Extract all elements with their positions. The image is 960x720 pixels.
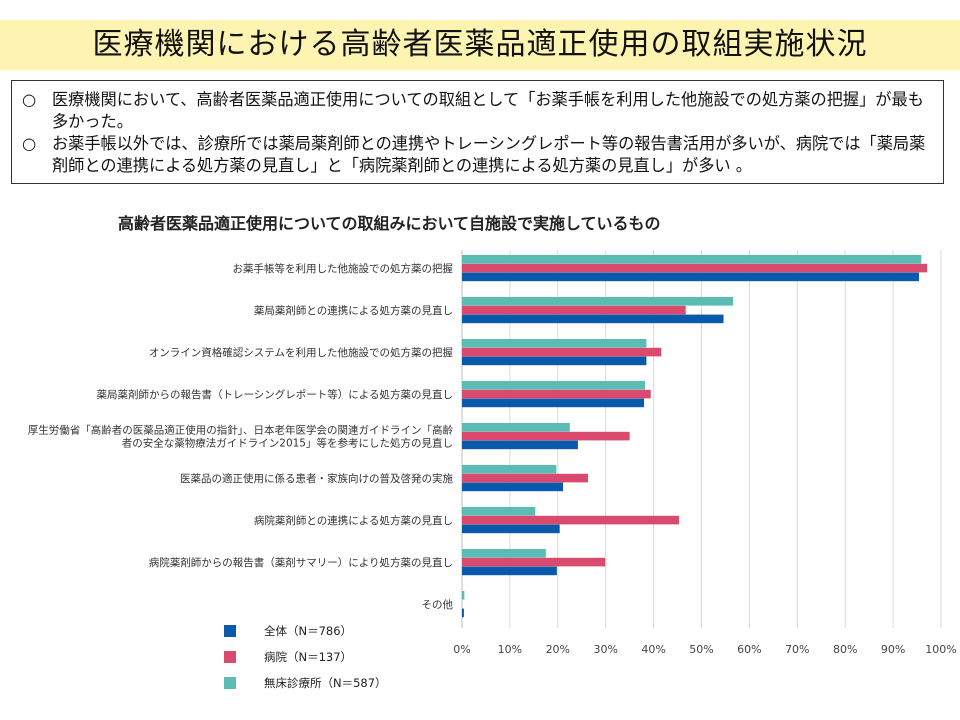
- bar: [462, 339, 647, 348]
- legend-swatch: [224, 677, 236, 689]
- category-label: 厚生労働省「高齢者の医薬品適正使用の指針」、日本老年医学会の関連ガイドライン「高…: [28, 423, 454, 436]
- bar: [462, 255, 922, 264]
- bar: [462, 608, 464, 618]
- bar: [462, 314, 724, 324]
- summary-item: ○ 医療機関において、高齢者医薬品適正使用についての取組として「お薬手帳を利用し…: [22, 89, 933, 133]
- bar: [462, 524, 560, 534]
- x-tick-label: 50%: [689, 643, 713, 656]
- bar: [462, 566, 557, 576]
- summary-text: お薬手帳以外では、診療所では薬局薬剤師との連携やトレーシングレポート等の報告書活…: [52, 134, 926, 175]
- title-band: [0, 20, 960, 70]
- x-tick-label: 60%: [737, 643, 761, 656]
- bar: [462, 356, 647, 366]
- x-tick-label: 80%: [833, 643, 857, 656]
- bar: [462, 381, 645, 390]
- x-tick-label: 0%: [453, 643, 470, 656]
- summary-item: ○ お薬手帳以外では、診療所では薬局薬剤師との連携やトレーシングレポート等の報告…: [22, 133, 933, 177]
- bar: [462, 297, 734, 306]
- category-label: 者の安全な薬物療法ガイドライン2015」等を参考にした処方の見直し: [122, 436, 453, 449]
- bar: [462, 389, 651, 399]
- bar: [462, 591, 465, 600]
- x-tick-label: 20%: [546, 643, 570, 656]
- legend-swatch: [224, 625, 236, 637]
- category-label: お薬手帳等を利用した他施設での処方薬の把握: [233, 262, 454, 275]
- bar: [462, 423, 570, 432]
- legend-label: 全体（N＝786）: [264, 624, 352, 638]
- bar: [462, 263, 928, 273]
- x-tick-label: 100%: [925, 643, 956, 656]
- bar: [462, 431, 630, 441]
- bar: [462, 347, 662, 357]
- bar: [462, 305, 686, 315]
- summary-text: 医療機関において、高齢者医薬品適正使用についての取組として「お薬手帳を利用した他…: [52, 90, 924, 131]
- bar: [462, 473, 588, 483]
- x-tick-label: 40%: [641, 643, 665, 656]
- bar: [462, 515, 679, 525]
- x-tick-label: 90%: [881, 643, 905, 656]
- category-label: その他: [422, 598, 454, 611]
- category-label: オンライン資格確認システムを利用した他施設での処方薬の把握: [149, 346, 454, 359]
- summary-box: ○ 医療機関において、高齢者医薬品適正使用についての取組として「お薬手帳を利用し…: [11, 80, 944, 184]
- bar: [462, 557, 606, 567]
- bar: [462, 482, 564, 492]
- category-label: 薬局薬剤師との連携による処方薬の見直し: [254, 304, 453, 317]
- category-label: 医薬品の適正使用に係る患者・家族向けの普及啓発の実施: [180, 472, 453, 485]
- bar: [462, 465, 557, 474]
- bar: [462, 272, 919, 282]
- bar: [462, 549, 546, 558]
- category-label: 病院薬剤師からの報告書（薬剤サマリー）により処方薬の見直し: [149, 556, 453, 569]
- category-label: 病院薬剤師との連携による処方薬の見直し: [254, 514, 453, 527]
- x-tick-label: 10%: [498, 643, 522, 656]
- chart-title: 高齢者医薬品適正使用についての取組みにおいて自施設で実施しているもの: [118, 214, 661, 233]
- x-tick-label: 70%: [785, 643, 809, 656]
- bar: [462, 398, 645, 408]
- legend-label: 無床診療所（N＝587）: [264, 676, 387, 690]
- bar: [462, 507, 536, 516]
- bullet-circle-icon: ○: [22, 90, 37, 109]
- bar: [462, 440, 578, 450]
- page-title: 医療機関における高齢者医薬品適正使用の取組実施状況: [92, 27, 868, 62]
- x-tick-label: 30%: [593, 643, 617, 656]
- legend-swatch: [224, 651, 236, 663]
- category-label: 薬局薬剤師からの報告書（トレーシングレポート等）による処方薬の見直し: [97, 388, 453, 401]
- bullet-circle-icon: ○: [22, 134, 37, 153]
- legend-label: 病院（N＝137）: [264, 650, 352, 664]
